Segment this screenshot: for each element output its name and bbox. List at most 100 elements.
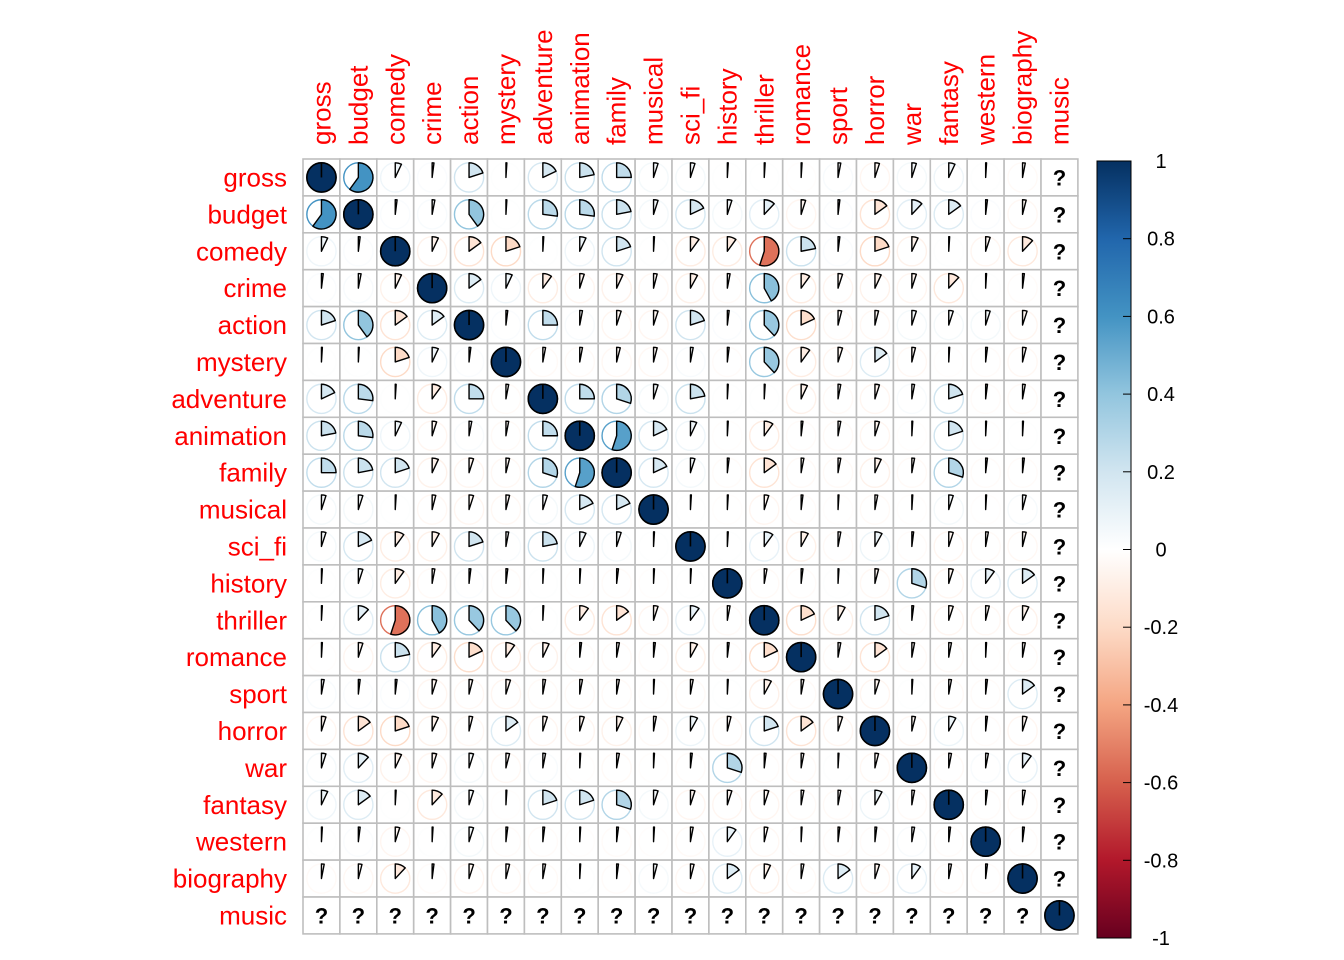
pie-wedge: [837, 420, 842, 437]
pie-wedge: [1021, 420, 1025, 437]
cell-romance-budget: [339, 637, 378, 677]
pie-wedge: [837, 346, 844, 363]
cell-border: [1040, 674, 1079, 714]
pie-wedge: [468, 789, 475, 806]
pie-wedge: [1021, 494, 1027, 511]
cell-biography-musical: [634, 859, 673, 898]
cell-family-sport: [818, 453, 858, 492]
pie-wedge: [984, 494, 988, 511]
pie-wedge: [468, 715, 474, 732]
cell-thriller-action: [449, 600, 489, 640]
pie-wedge: [763, 678, 772, 695]
cell-sci_fi-horror: [855, 527, 895, 566]
pie-wedge: [431, 235, 440, 252]
pie-wedge: [468, 641, 483, 658]
pie-wedge: [726, 199, 733, 216]
cell-music-war: ?: [892, 896, 932, 935]
pie-wedge: [320, 531, 327, 548]
pie-wedge: [579, 863, 582, 880]
cell-crime-family: [597, 268, 636, 308]
pie-wedge: [874, 678, 881, 695]
cell-crime-mystery: [486, 268, 526, 308]
pie-wedge: [726, 678, 729, 695]
cell-crime-gross: [302, 268, 341, 308]
cell-western-western: [966, 822, 1005, 861]
pie-wedge: [505, 678, 512, 695]
pie-wedge: [574, 457, 596, 488]
missing-value-mark: ?: [979, 903, 992, 928]
cell-musical-budget: [339, 490, 378, 529]
cell-romance-sci_fi: [671, 637, 710, 677]
cell-romance-musical: [634, 637, 673, 677]
pie-wedge: [837, 383, 842, 400]
cell-horror-sport: [818, 711, 858, 751]
cell-music-mystery: ?: [486, 896, 526, 935]
cell-fantasy-thriller: [744, 785, 784, 824]
pie-wedge: [911, 863, 922, 880]
pie-wedge: [874, 641, 888, 658]
pie-wedge: [652, 199, 659, 216]
cell-music-crime: ?: [412, 896, 452, 935]
cell-musical-war: [892, 490, 932, 529]
cell-animation-animation: [560, 416, 599, 455]
missing-value-mark: ?: [905, 903, 918, 928]
cell-crime-crime: [412, 268, 452, 308]
cell-history-sport: [818, 564, 858, 603]
pie-wedge: [542, 641, 550, 658]
pie-wedge: [689, 199, 705, 216]
missing-value-mark: ?: [868, 903, 881, 928]
pie-wedge: [1021, 678, 1036, 695]
pie-wedge: [320, 678, 325, 695]
pie-wedge: [468, 162, 484, 179]
cell-war-comedy: [375, 748, 415, 788]
missing-value-mark: ?: [1053, 793, 1066, 818]
cell-mystery-fantasy: [929, 342, 968, 382]
pie-wedge: [948, 678, 953, 695]
cell-sport-comedy: [375, 674, 415, 714]
cell-adventure-crime: [412, 379, 452, 419]
column-label-history: history: [712, 68, 742, 145]
pie-wedge: [542, 346, 547, 363]
cell-horror-mystery: [486, 711, 526, 751]
cell-thriller-western: [966, 600, 1005, 640]
cell-mystery-gross: [302, 342, 341, 382]
cell-adventure-comedy: [375, 379, 415, 419]
pie-wedge: [948, 826, 952, 843]
pie-wedge: [505, 604, 522, 632]
cell-history-mystery: [486, 564, 526, 603]
pie-wedge: [431, 494, 437, 511]
cell-sci_fi-history: [708, 527, 747, 566]
cell-music-adventure: ?: [523, 896, 563, 935]
pie-wedge: [357, 346, 360, 363]
cell-border: [1040, 195, 1079, 234]
pie-wedge: [984, 678, 989, 695]
pie-wedge: [759, 235, 780, 267]
pie-wedge: [579, 494, 594, 511]
pie-wedge: [505, 309, 509, 326]
cell-horror-horror: [855, 711, 895, 751]
pie-wedge: [505, 531, 510, 548]
cell-romance-romance: [781, 637, 821, 677]
cell-sport-musical: [634, 674, 673, 714]
missing-value-mark: ?: [389, 903, 402, 928]
cell-sport-gross: [302, 674, 341, 714]
cell-horror-musical: [634, 711, 673, 751]
cell-crime-musical: [634, 268, 673, 308]
cell-comedy-sport: [818, 232, 858, 271]
pie-wedge: [652, 715, 657, 732]
cell-border: [1040, 711, 1079, 751]
pie-wedge: [357, 383, 374, 402]
cell-gross-music: ?: [1040, 158, 1079, 197]
cell-comedy-thriller: [744, 232, 784, 271]
cell-mystery-animation: [560, 342, 599, 382]
cell-thriller-war: [892, 600, 932, 640]
cell-biography-action: [449, 859, 489, 898]
pie-wedge: [689, 715, 699, 732]
cell-fantasy-musical: [634, 785, 673, 824]
cell-budget-gross: [302, 195, 341, 234]
cell-musical-music: ?: [1040, 490, 1079, 529]
pie-wedge: [542, 162, 557, 179]
pie-wedge: [394, 641, 411, 658]
cell-romance-animation: [560, 637, 599, 677]
cell-biography-family: [597, 859, 636, 898]
